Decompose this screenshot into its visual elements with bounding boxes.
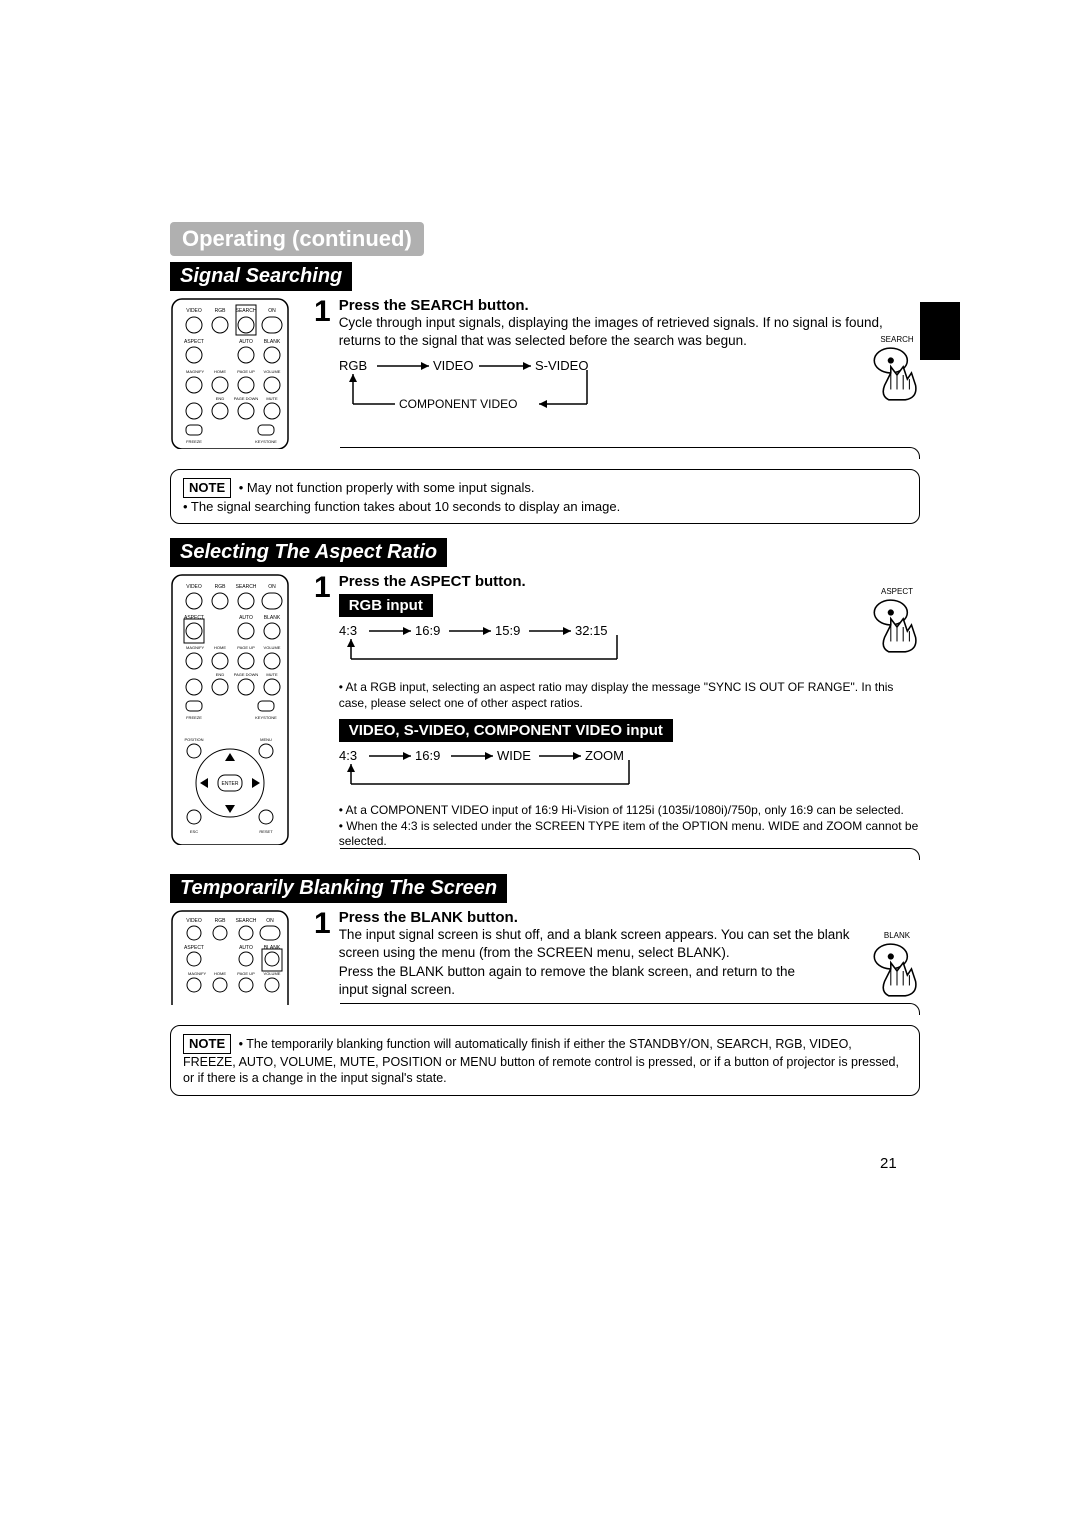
section3-title: Temporarily Blanking The Screen [170,874,507,903]
svg-text:4:3: 4:3 [339,623,357,638]
svg-text:VIDEO: VIDEO [186,918,202,924]
search-hand-icon: SEARCH [866,335,928,411]
svg-text:RGB: RGB [339,358,367,373]
chapter-title: Operating (continued) [170,222,424,256]
video-note-2: • When the 4:3 is selected under the SCR… [339,819,920,850]
video-flow-diagram: 4:3 16:9 WIDE ZOOM [339,748,699,798]
aspect-hand-icon: ASPECT [866,587,928,663]
svg-text:PAGE UP: PAGE UP [237,971,255,976]
svg-text:HOME: HOME [214,971,226,976]
svg-text:4:3: 4:3 [339,748,357,763]
svg-text:BLANK: BLANK [264,945,281,951]
note-body-2: • The temporarily blanking function will… [183,1037,899,1085]
note-line-1: • May not function properly with some in… [239,480,535,495]
step-heading: Press the ASPECT button. [339,573,920,590]
note-badge: NOTE [183,478,231,498]
note-box: NOTE • May not function properly with so… [170,469,920,524]
signal-flow-diagram: RGB VIDEO S-VIDEO COMPONENT VIDEO [339,358,689,418]
step-heading: Press the BLANK button. [339,909,920,926]
svg-text:ZOOM: ZOOM [585,748,624,763]
svg-text:S-VIDEO: S-VIDEO [535,358,588,373]
section1-title: Signal Searching [170,262,352,291]
step-number: 1 [314,573,331,603]
svg-text:RGB: RGB [215,918,227,924]
step-body: Cycle through input signals, displaying … [339,314,920,350]
step-number: 1 [314,909,331,939]
rgb-flow-diagram: 4:3 16:9 15:9 32:15 [339,623,699,673]
blank-body-2: Press the BLANK button again to remove t… [339,963,816,999]
note-box-2: NOTE • The temporarily blanking function… [170,1025,920,1096]
svg-text:ASPECT: ASPECT [184,945,204,951]
rgb-note: • At a RGB input, selecting an aspect ra… [339,680,920,711]
svg-text:AUTO: AUTO [239,945,253,951]
remote-illustration [170,297,300,449]
note-line-2: • The signal searching function takes ab… [183,499,620,514]
remote-illustration-short: VIDEO RGB SEARCH ON ASPECT AUTO BLANK MA… [170,909,300,1005]
svg-text:VIDEO: VIDEO [433,358,473,373]
svg-text:32:15: 32:15 [575,623,608,638]
svg-text:SEARCH: SEARCH [236,918,257,924]
rgb-input-label: RGB input [339,594,433,617]
blank-body-1: The input signal screen is shut off, and… [339,926,862,962]
page-number: 21 [880,1155,897,1172]
svg-text:MAGNIFY: MAGNIFY [188,971,207,976]
svg-text:COMPONENT VIDEO: COMPONENT VIDEO [399,397,517,411]
blank-hand-icon: BLANK [866,931,928,1007]
step-number: 1 [314,297,331,327]
video-input-label: VIDEO, S-VIDEO, COMPONENT VIDEO input [339,719,673,742]
svg-text:VOLUME: VOLUME [264,971,281,976]
svg-text:WIDE: WIDE [497,748,531,763]
note-badge-2: NOTE [183,1034,231,1054]
section2-title: Selecting The Aspect Ratio [170,538,447,567]
step-heading: Press the SEARCH button. [339,297,920,314]
svg-text:16:9: 16:9 [415,623,440,638]
remote-illustration-full [170,573,300,845]
svg-text:16:9: 16:9 [415,748,440,763]
video-note-1: • At a COMPONENT VIDEO input of 16:9 Hi-… [339,803,920,819]
svg-text:15:9: 15:9 [495,623,520,638]
svg-text:ON: ON [266,918,274,924]
